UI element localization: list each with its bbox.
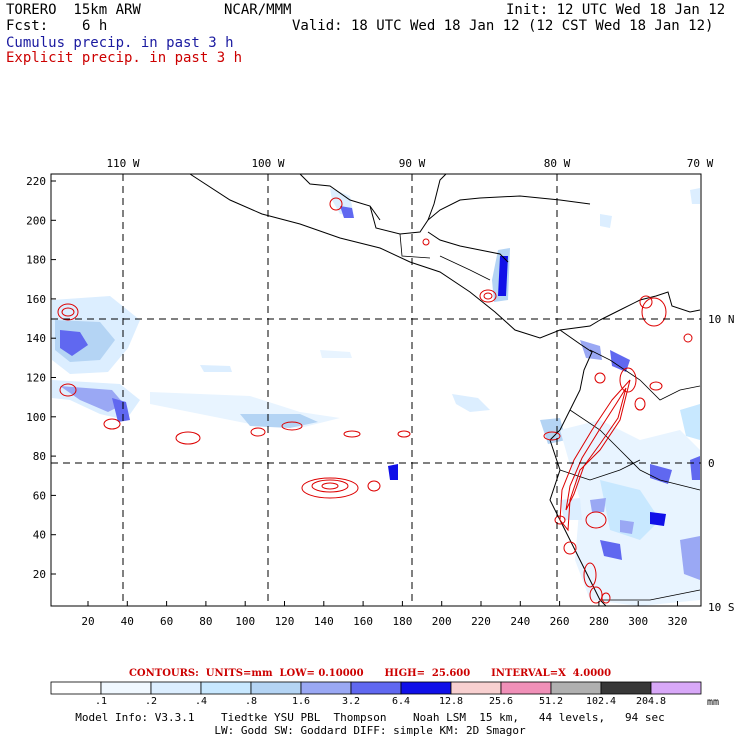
x-tick-label: 260: [550, 615, 570, 628]
x-axis-ticks: 20 40 60 80 100 120 140 160 180 200 220 240 260 280 30…: [81, 601, 687, 628]
y-tick-label: 200: [26, 214, 46, 227]
colorbar-swatch: [300, 681, 352, 695]
lon-label-80w: 80 W: [544, 157, 571, 170]
center-label: NCAR/MMM: [224, 2, 292, 18]
colorbar-swatch: [200, 681, 252, 695]
forecast-label: Fcst:: [6, 18, 49, 34]
x-tick-label: 220: [471, 615, 491, 628]
y-tick-label: 140: [26, 332, 46, 345]
colorbar-label: 102.4: [585, 696, 617, 707]
colorbar-label: 51.2: [538, 696, 564, 707]
y-axis-ticks: 220 200 180 160 140 120 100 80 60 40 20: [26, 175, 56, 581]
colorbar-swatch: [450, 681, 502, 695]
colorbar-label: .1: [94, 696, 108, 707]
colorbar-swatch: [100, 681, 152, 695]
forecast-hour: 6 h: [82, 18, 108, 34]
y-tick-label: 180: [26, 254, 46, 267]
lon-label-90w: 90 W: [399, 157, 426, 170]
y-tick-label: 60: [33, 489, 46, 502]
field-explicit-label: Explicit precip. in past 3 h: [6, 50, 243, 66]
y-tick-label: 20: [33, 568, 46, 581]
y-tick-label: 160: [26, 293, 46, 306]
y-tick-label: 220: [26, 175, 46, 188]
lat-label-eq: 0: [708, 457, 715, 470]
x-tick-label: 280: [589, 615, 609, 628]
colorbar-swatch: [350, 681, 402, 695]
colorbar-swatch: [400, 681, 452, 695]
x-tick-label: 100: [235, 615, 255, 628]
x-tick-label: 60: [160, 615, 173, 628]
cumulus-precip-shading: [52, 188, 700, 606]
lat-label-10s: 10 S: [708, 601, 735, 614]
field-cumulus-label: Cumulus precip. in past 3 h: [6, 35, 234, 51]
model-info-line2: LW: Godd SW: Goddard DIFF: simple KM: 2D…: [214, 724, 526, 737]
x-tick-label: 320: [668, 615, 688, 628]
lat-lon-grid: [51, 174, 701, 606]
colorbar-label: 1.6: [291, 696, 311, 707]
x-tick-label: 140: [314, 615, 334, 628]
colorbar-swatch: [50, 681, 102, 695]
lat-label-10n: 10 N: [708, 313, 735, 326]
map-frame: [50, 173, 702, 607]
init-time: Init: 12 UTC Wed 18 Jan 12: [506, 2, 726, 18]
colorbar-swatch: [550, 681, 602, 695]
colorbar-label: 25.6: [488, 696, 514, 707]
colorbar-label: .8: [244, 696, 258, 707]
y-tick-label: 100: [26, 411, 46, 424]
model-title: TORERO 15km ARW: [6, 2, 141, 18]
x-tick-label: 200: [432, 615, 452, 628]
colorbar-unit: mm: [707, 697, 719, 708]
x-tick-label: 240: [510, 615, 530, 628]
x-tick-label: 160: [353, 615, 373, 628]
lon-label-70w: 70 W: [687, 157, 714, 170]
colorbar-label: .2: [144, 696, 158, 707]
model-info-line1: Model Info: V3.3.1 Tiedtke YSU PBL Thomp…: [75, 711, 665, 724]
valid-time: Valid: 18 UTC Wed 18 Jan 12 (12 CST Wed …: [292, 18, 714, 34]
colorbar-swatch: [600, 681, 652, 695]
colorbar-label: 204.8: [635, 696, 667, 707]
lon-label-110w: 110 W: [106, 157, 139, 170]
colorbar: [50, 681, 702, 695]
explicit-precip-contours: [57, 197, 693, 604]
x-tick-label: 80: [199, 615, 212, 628]
colorbar-swatch: [650, 681, 702, 695]
x-tick-label: 40: [121, 615, 134, 628]
colorbar-label: 6.4: [391, 696, 411, 707]
colorbar-label: 3.2: [341, 696, 361, 707]
colorbar-swatch: [150, 681, 202, 695]
y-tick-label: 80: [33, 450, 46, 463]
x-tick-label: 120: [275, 615, 295, 628]
y-tick-label: 40: [33, 529, 46, 542]
colorbar-label: 12.8: [438, 696, 464, 707]
contour-info: CONTOURS: UNITS=mm LOW= 0.10000 HIGH= 25…: [129, 668, 611, 679]
x-tick-label: 300: [628, 615, 648, 628]
x-tick-label: 180: [392, 615, 412, 628]
colorbar-swatch: [250, 681, 302, 695]
colorbar-swatch: [500, 681, 552, 695]
x-tick-label: 20: [81, 615, 94, 628]
y-tick-label: 120: [26, 372, 46, 385]
colorbar-label: .4: [194, 696, 208, 707]
lon-label-100w: 100 W: [251, 157, 284, 170]
